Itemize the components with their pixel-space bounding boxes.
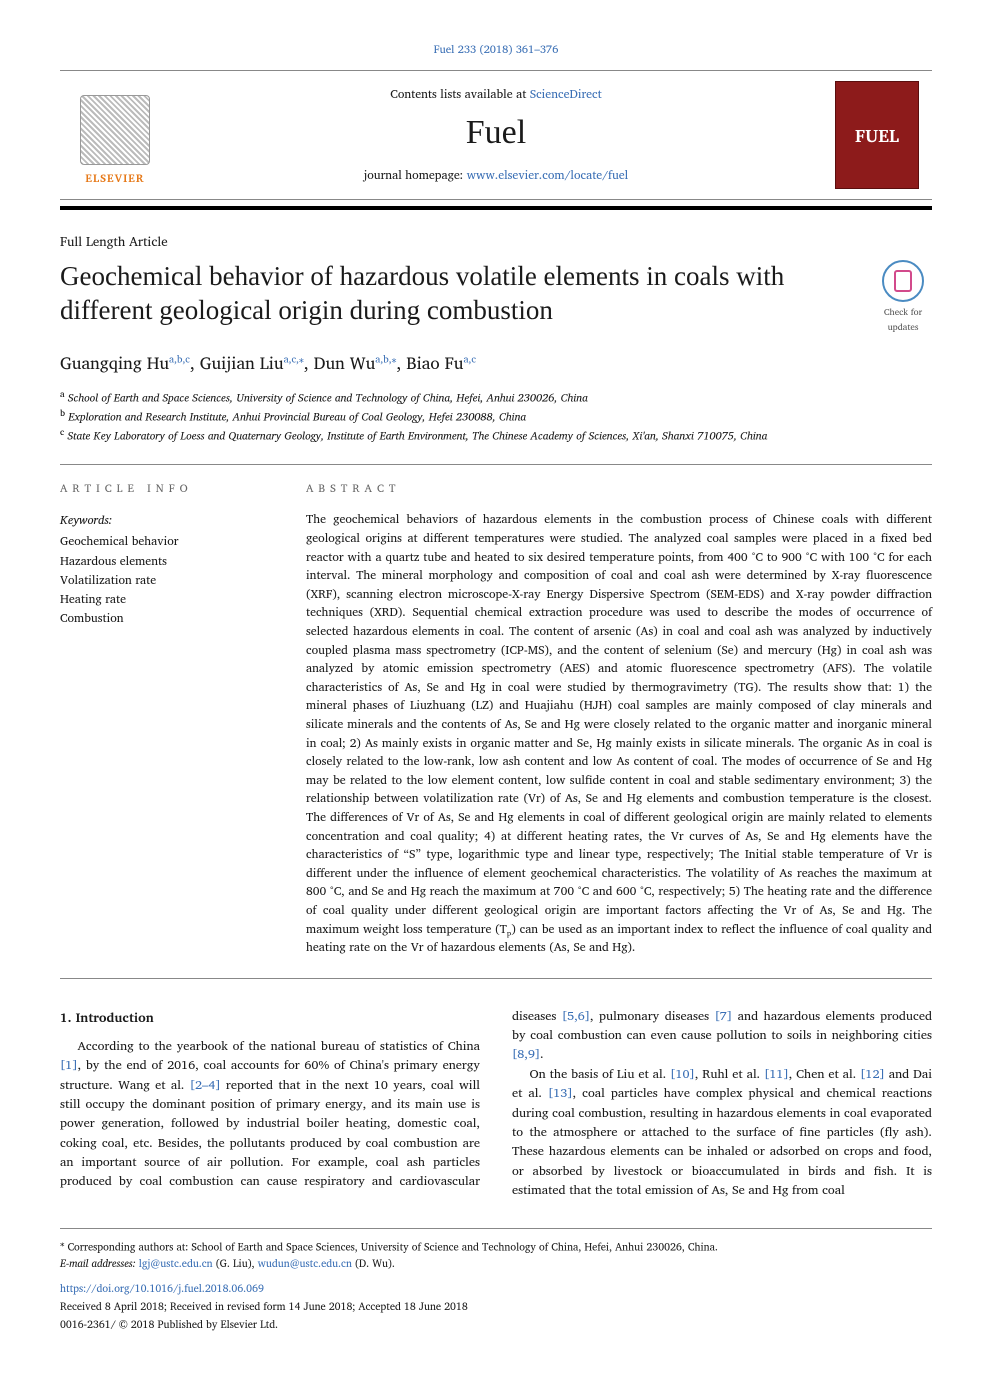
journal-name: Fuel	[180, 114, 812, 152]
masthead: ELSEVIER Contents lists available at Sci…	[60, 70, 932, 200]
keyword: Hazardous elements	[60, 552, 270, 571]
body-columns: 1. Introduction According to the yearboo…	[60, 1007, 932, 1201]
keyword: Combustion	[60, 609, 270, 628]
author-2: Guijian Liu	[200, 350, 284, 377]
author-sep: ,	[190, 350, 200, 377]
abstract-label: ABSTRACT	[306, 479, 932, 497]
ref-link[interactable]: [12]	[860, 1064, 885, 1084]
aff-sup-a: a	[60, 386, 65, 401]
intro-p2: On the basis of Liu et al. [10], Ruhl et…	[512, 1065, 932, 1201]
aff-sup-c: c	[60, 424, 64, 439]
article-type: Full Length Article	[60, 230, 932, 252]
keyword: Heating rate	[60, 590, 270, 609]
article-info-col: ARTICLE INFO Keywords: Geochemical behav…	[60, 479, 270, 957]
footnotes: ⁎ Corresponding authors at: School of Ea…	[60, 1228, 932, 1332]
txt: , Ruhl et al.	[695, 1064, 764, 1084]
doi-line: https://doi.org/10.1016/j.fuel.2018.06.0…	[60, 1281, 932, 1297]
copyright-line: 0016-2361/ © 2018 Published by Elsevier …	[60, 1317, 932, 1333]
txt: According to the yearbook of the nationa…	[78, 1036, 481, 1056]
ref-link[interactable]: [5,6]	[562, 1006, 590, 1026]
author-2-aff: a,c,⁎	[284, 351, 304, 367]
aff-sup-b: b	[60, 405, 65, 420]
author-3: Dun Wu	[314, 350, 376, 377]
aff-b: Exploration and Research Institute, Anhu…	[68, 408, 526, 426]
author-1-aff: a,b,c	[169, 351, 190, 367]
abstract-text: The geochemical behaviors of hazardous e…	[306, 511, 932, 957]
aff-a: School of Earth and Space Sciences, Univ…	[68, 389, 588, 407]
elsevier-label: ELSEVIER	[85, 169, 144, 187]
journal-cover-thumb: FUEL	[835, 81, 919, 189]
ref-link[interactable]: [13]	[548, 1083, 573, 1103]
homepage-link[interactable]: www.elsevier.com/locate/fuel	[467, 166, 629, 185]
ref-link[interactable]: [10]	[670, 1064, 695, 1084]
txt: , coal particles have complex physical a…	[512, 1083, 932, 1200]
keywords-heading: Keywords:	[60, 511, 270, 530]
author-sep: ,	[397, 350, 407, 377]
masthead-center: Contents lists available at ScienceDirec…	[170, 79, 822, 191]
publisher-block: ELSEVIER	[60, 79, 170, 191]
check-updates-badge[interactable]: Check for updates	[874, 260, 932, 334]
elsevier-tree-icon	[80, 95, 150, 165]
doi-link[interactable]: https://doi.org/10.1016/j.fuel.2018.06.0…	[60, 1279, 264, 1297]
keywords-list: Geochemical behavior Hazardous elements …	[60, 532, 270, 628]
thin-rule-top	[60, 464, 932, 465]
received-line: Received 8 April 2018; Received in revis…	[60, 1299, 932, 1315]
ref-link[interactable]: [7]	[715, 1006, 733, 1026]
author-3-aff: a,b,⁎	[375, 351, 396, 367]
txt: , Chen et al.	[789, 1064, 860, 1084]
check-updates-label: Check for updates	[874, 304, 932, 334]
author-4-aff: a,c	[463, 351, 476, 367]
author-1: Guangqing Hu	[60, 350, 169, 377]
bookmark-icon	[894, 270, 912, 292]
email-link-1[interactable]: lgj@ustc.edu.cn	[139, 1254, 213, 1272]
sciencedirect-link[interactable]: ScienceDirect	[530, 85, 602, 104]
ref-link[interactable]: [2–4]	[190, 1075, 221, 1095]
thick-rule	[60, 206, 932, 210]
author-4: Biao Fu	[406, 350, 463, 377]
txt: reported that in the next 10 years, coal…	[60, 1006, 562, 1192]
aff-c: State Key Laboratory of Loess and Quater…	[67, 427, 767, 445]
email-person-1: (G. Liu),	[213, 1254, 258, 1272]
txt: On the basis of Liu et al.	[530, 1064, 671, 1084]
ref-link[interactable]: [8,9]	[512, 1044, 540, 1064]
homepage-prefix: journal homepage:	[364, 166, 467, 185]
ref-link[interactable]: [1]	[60, 1055, 78, 1075]
author-list: Guangqing Hua,b,c, Guijian Liua,c,⁎, Dun…	[60, 350, 932, 377]
homepage-line: journal homepage: www.elsevier.com/locat…	[180, 166, 812, 185]
txt: .	[540, 1044, 544, 1064]
abstract-col: ABSTRACT The geochemical behaviors of ha…	[306, 479, 932, 957]
ref-link[interactable]: [11]	[764, 1064, 789, 1084]
contents-prefix: Contents lists available at	[390, 85, 530, 104]
contents-line: Contents lists available at ScienceDirec…	[180, 85, 812, 104]
author-sep: ,	[304, 350, 314, 377]
article-info-label: ARTICLE INFO	[60, 479, 270, 497]
thin-rule-bottom	[60, 978, 932, 979]
affiliations: a School of Earth and Space Sciences, Un…	[60, 387, 932, 444]
email-line: E-mail addresses: lgj@ustc.edu.cn (G. Li…	[60, 1256, 932, 1272]
header-citation: Fuel 233 (2018) 361–376	[60, 40, 932, 58]
email-label: E-mail addresses:	[60, 1254, 139, 1272]
keyword: Volatilization rate	[60, 571, 270, 590]
cover-block: FUEL	[822, 79, 932, 191]
article-title: Geochemical behavior of hazardous volati…	[60, 260, 856, 328]
section-heading-intro: 1. Introduction	[60, 1007, 480, 1027]
email-person-2: (D. Wu).	[352, 1254, 395, 1272]
keyword: Geochemical behavior	[60, 532, 270, 551]
email-link-2[interactable]: wudun@ustc.edu.cn	[258, 1254, 352, 1272]
txt: , pulmonary diseases	[590, 1006, 715, 1026]
